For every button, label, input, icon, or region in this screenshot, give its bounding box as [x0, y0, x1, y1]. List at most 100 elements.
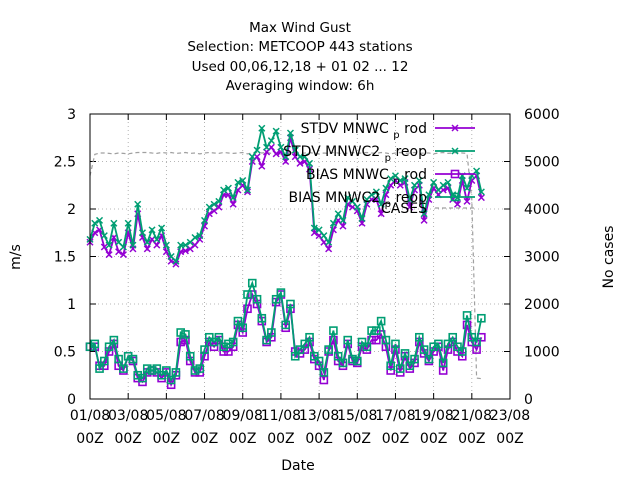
data-point: [401, 175, 409, 183]
x-tick-label-hour: 00Z: [76, 431, 103, 447]
data-point: [96, 216, 104, 224]
data-point: [142, 364, 152, 373]
data-point: [443, 339, 453, 349]
data-point: [100, 232, 108, 240]
data-point: [310, 351, 319, 361]
data-point: [185, 351, 195, 361]
data-point: [314, 356, 324, 366]
x-tick-label-date: 05/08: [146, 408, 186, 424]
data-point: [430, 178, 438, 186]
data-point: [406, 203, 414, 211]
data-point: [372, 326, 381, 335]
legend-marker: [451, 147, 459, 155]
data-point: [176, 328, 185, 337]
data-point: [444, 178, 452, 186]
data-point: [162, 241, 170, 249]
x-tick-label-hour: 00Z: [420, 431, 447, 447]
data-point: [381, 335, 391, 345]
data-point: [257, 313, 267, 323]
data-point: [148, 226, 156, 234]
data-point: [158, 224, 166, 232]
data-point: [338, 358, 348, 368]
data-point: [181, 330, 190, 339]
y2-tick-label: 1000: [524, 345, 560, 361]
data-point: [310, 224, 318, 232]
data-point: [272, 150, 280, 158]
y-axis-label: m/s: [8, 244, 24, 270]
y-tick-label: 2.5: [54, 155, 76, 171]
data-point: [258, 162, 266, 170]
legend-item: STDV MNWC p rod: [301, 121, 475, 141]
y-tick-label: 2: [67, 202, 76, 218]
x-tick-label-date: 03/08: [108, 408, 148, 424]
data-point: [238, 323, 248, 333]
data-point: [253, 146, 261, 154]
data-point: [224, 184, 232, 192]
data-point: [258, 124, 266, 132]
data-point: [262, 335, 271, 345]
data-point: [110, 219, 118, 227]
data-point: [128, 354, 138, 364]
data-point: [90, 339, 100, 349]
y-tick-label: 1: [67, 297, 76, 313]
y2-tick-label: 5000: [524, 155, 560, 171]
data-point: [353, 203, 361, 211]
data-point: [419, 345, 429, 354]
data-point: [191, 241, 199, 249]
x-tick-label-date: 17/08: [375, 408, 415, 424]
title-line-3: Used 00,06,12,18 + 01 02 ... 12: [192, 59, 409, 75]
data-point: [190, 366, 200, 375]
y2-tick-label: 2000: [524, 297, 560, 313]
data-point: [229, 194, 237, 202]
data-point: [209, 337, 219, 347]
data-point: [352, 356, 362, 366]
data-point: [306, 159, 314, 167]
data-point: [372, 188, 380, 196]
data-point: [172, 260, 180, 268]
data-point: [200, 345, 209, 354]
data-point: [286, 129, 294, 137]
data-point: [143, 238, 151, 246]
data-point: [382, 184, 390, 192]
y2-tick-label: 3000: [524, 250, 560, 266]
data-point: [320, 232, 328, 240]
data-point: [153, 241, 161, 249]
data-point: [104, 342, 114, 352]
data-point: [171, 368, 181, 377]
data-point: [358, 214, 366, 223]
data-point: [152, 364, 162, 373]
data-point: [301, 153, 309, 161]
data-point: [281, 320, 290, 330]
data-point: [119, 364, 128, 373]
y-tick-label: 3: [67, 107, 76, 123]
data-point: [396, 176, 404, 185]
title-line-4: Averaging window: 6h: [226, 78, 375, 94]
data-point: [462, 311, 472, 320]
data-point: [348, 354, 357, 364]
legend-item: BIAS MNWC p rod: [306, 167, 475, 187]
data-point: [395, 364, 405, 373]
data-point: [415, 332, 424, 342]
data-point: [191, 233, 199, 242]
data-point: [114, 354, 123, 364]
data-point: [220, 186, 228, 194]
x-tick-label-hour: 00Z: [114, 431, 141, 447]
data-point: [339, 222, 347, 230]
data-point: [157, 370, 166, 380]
data-point: [166, 375, 176, 385]
data-point: [271, 294, 281, 304]
data-point: [410, 354, 419, 364]
series-1: [86, 124, 485, 265]
data-point: [267, 328, 276, 337]
data-point: [290, 351, 300, 361]
data-point: [239, 176, 247, 185]
data-point: [348, 197, 357, 205]
data-point: [377, 200, 385, 208]
series-line: [89, 151, 482, 380]
y-tick-label: 0.5: [54, 345, 76, 361]
data-point: [109, 335, 119, 345]
legend-marker: [450, 169, 460, 179]
data-point: [325, 238, 333, 246]
x-tick-label-hour: 00Z: [153, 431, 180, 447]
x-tick-label-hour: 00Z: [344, 431, 371, 447]
